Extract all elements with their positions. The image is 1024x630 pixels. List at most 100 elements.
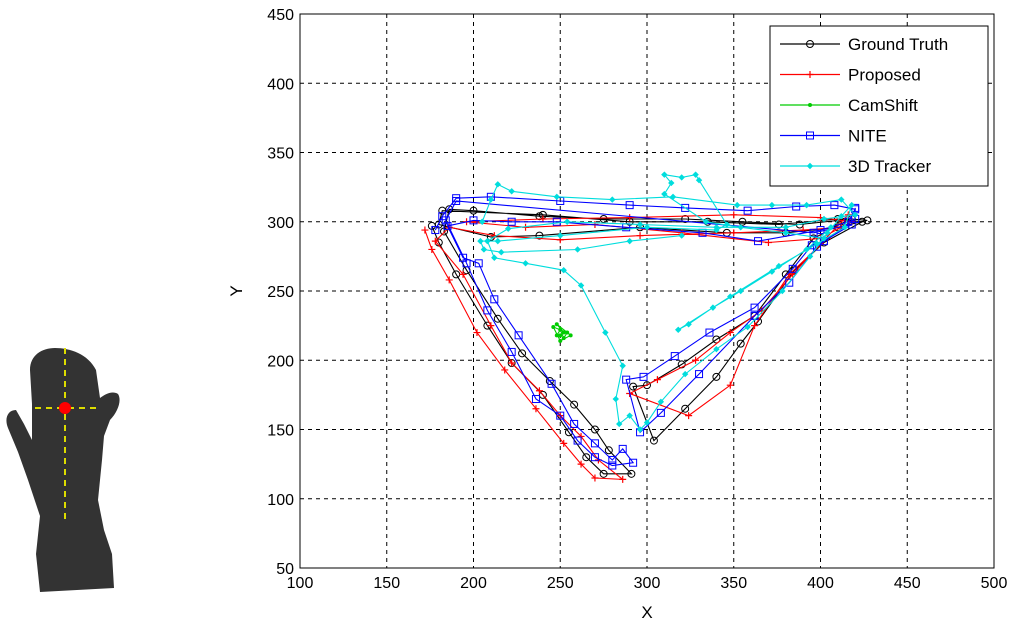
- data-point: [518, 349, 527, 358]
- data-point: [649, 436, 658, 445]
- data-point: [491, 254, 498, 261]
- x-tick-label: 350: [720, 575, 747, 592]
- data-point: [573, 436, 582, 445]
- data-point: [484, 237, 491, 245]
- data-point: [599, 469, 608, 478]
- y-tick-label: 150: [267, 423, 294, 440]
- data-point: [618, 444, 627, 453]
- y-axis-label: Y: [230, 285, 246, 296]
- y-tick-label: 100: [267, 492, 294, 509]
- data-point: [643, 419, 651, 426]
- x-tick-label: 300: [634, 575, 661, 592]
- data-point: [445, 276, 453, 284]
- data-point: [554, 333, 559, 338]
- data-point: [768, 201, 776, 209]
- data-point: [702, 218, 710, 225]
- hand-shape: [6, 348, 120, 592]
- data-point: [670, 352, 679, 361]
- x-tick-label: 450: [894, 575, 921, 592]
- data-point: [681, 214, 690, 223]
- data-point: [636, 426, 644, 433]
- data-point: [570, 400, 579, 409]
- data-point: [557, 232, 564, 239]
- data-point: [473, 329, 481, 337]
- chart-svg: 100 150 200 250 300 350 400 450 5005010015020025…: [227, 7, 1008, 622]
- data-point: [709, 304, 717, 311]
- data-point: [657, 398, 665, 406]
- data-point: [803, 246, 810, 253]
- data-point: [626, 237, 633, 245]
- data-point: [785, 278, 794, 287]
- data-point: [477, 237, 484, 245]
- trajectory-chart: 100 150 200 250 300 350 400 450 500 50 100 150 200 25…: [227, 0, 1024, 625]
- data-point: [678, 232, 685, 239]
- data-point: [560, 267, 567, 274]
- data-point: [713, 345, 720, 353]
- data-point: [487, 322, 495, 330]
- data-point: [736, 339, 745, 348]
- data-point: [808, 103, 812, 107]
- data-point: [678, 174, 685, 181]
- data-point: [692, 356, 700, 364]
- data-point: [792, 202, 801, 211]
- data-point: [591, 474, 599, 482]
- data-point: [582, 453, 591, 462]
- data-point: [661, 171, 668, 178]
- data-point: [619, 362, 626, 369]
- data-point: [619, 475, 627, 483]
- data-point: [713, 226, 720, 234]
- data-point: [494, 181, 501, 188]
- data-point: [712, 372, 721, 381]
- data-point: [685, 412, 693, 420]
- legend-label: Proposed: [848, 66, 921, 85]
- data-point: [775, 262, 783, 270]
- data-point: [737, 287, 744, 295]
- data-point: [730, 211, 738, 219]
- series-layer: [421, 171, 872, 483]
- data-point: [494, 237, 501, 245]
- data-point: [501, 366, 509, 374]
- data-point: [560, 439, 568, 447]
- data-point: [629, 382, 638, 391]
- data-point: [493, 314, 502, 323]
- data-point: [535, 231, 544, 240]
- data-point: [738, 217, 747, 226]
- data-point: [514, 331, 523, 340]
- data-point: [558, 338, 563, 343]
- data-point: [552, 217, 561, 226]
- data-point: [558, 327, 563, 332]
- data-point: [558, 333, 563, 338]
- y-tick-label: 300: [267, 215, 294, 232]
- data-point: [504, 225, 512, 232]
- data-point: [478, 218, 486, 225]
- data-point: [480, 246, 488, 253]
- data-point: [743, 206, 752, 215]
- data-point: [723, 221, 731, 228]
- data-point: [568, 333, 573, 338]
- data-point: [661, 190, 668, 198]
- data-point: [712, 335, 721, 344]
- y-tick-label: 250: [267, 284, 294, 301]
- data-point: [522, 260, 529, 267]
- data-point: [551, 325, 556, 330]
- data-point: [535, 387, 543, 395]
- data-point: [508, 359, 516, 367]
- data-point: [782, 224, 790, 231]
- data-point: [841, 224, 848, 231]
- data-point: [421, 226, 429, 234]
- series-ground-truth: [427, 205, 872, 478]
- data-point: [830, 201, 839, 210]
- data-point: [627, 469, 636, 478]
- data-point: [428, 245, 436, 253]
- data-point: [602, 329, 609, 336]
- series-proposed: [421, 211, 856, 483]
- data-point: [643, 224, 651, 231]
- data-point: [813, 240, 821, 248]
- x-tick-label: 100: [287, 575, 314, 592]
- series-3d-tracker: [477, 171, 859, 433]
- data-point: [556, 411, 565, 420]
- data-point: [726, 381, 734, 389]
- data-point: [668, 179, 675, 187]
- data-point: [636, 232, 644, 240]
- x-tick-label: 500: [981, 575, 1008, 592]
